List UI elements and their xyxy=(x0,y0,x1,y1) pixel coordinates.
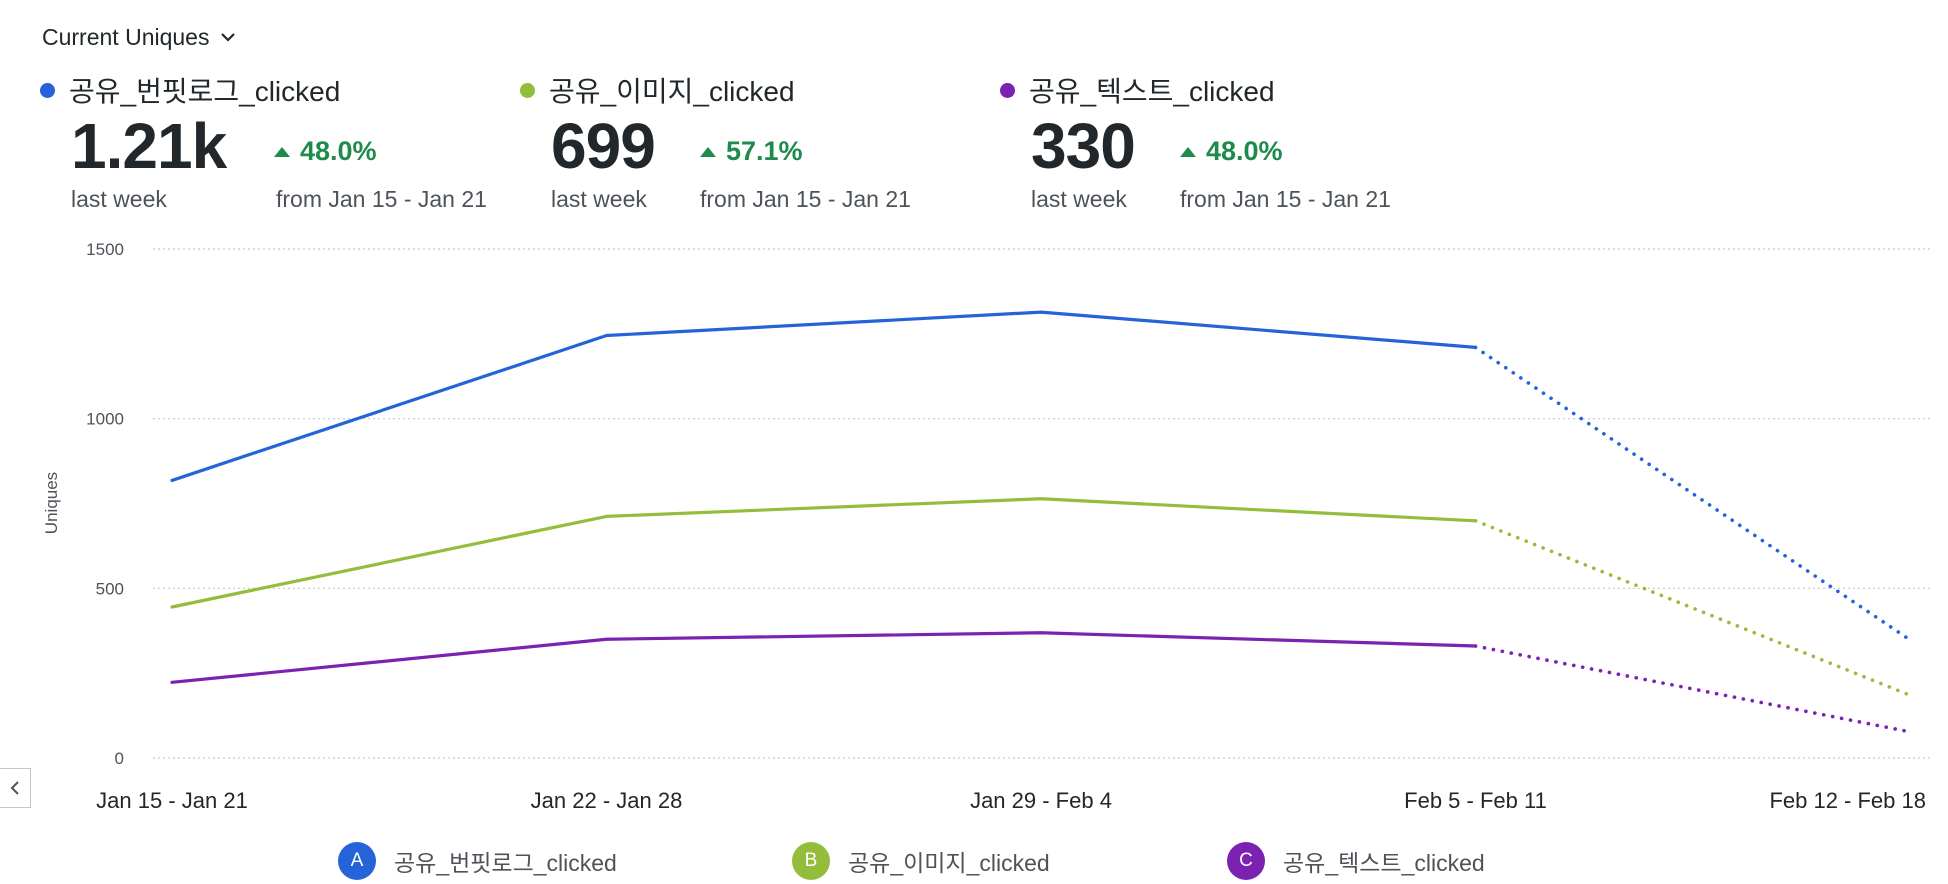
series-c-name: 공유_텍스트_clicked xyxy=(1029,76,1275,107)
data-point xyxy=(1474,346,1477,349)
series-b-from: from Jan 15 - Jan 21 xyxy=(700,186,911,212)
legend-badge: C xyxy=(1227,842,1265,880)
x-tick-label: Feb 12 - Feb 18 xyxy=(1769,788,1926,813)
series-a-name: 공유_번핏로그_clicked xyxy=(69,76,341,107)
series-a-delta-value: 48.0% xyxy=(300,136,377,166)
series-b-dot xyxy=(520,82,535,98)
series-b-period: last week xyxy=(551,186,647,212)
summary-series-a: 공유_번핏로그_clicked 1.21k last week 48.0% fr… xyxy=(40,68,500,218)
legend-label: 공유_텍스트_clicked xyxy=(1283,850,1485,876)
data-point xyxy=(1474,645,1477,648)
y-tick-label: 0 xyxy=(115,749,124,768)
chevron-left-icon xyxy=(10,781,19,795)
trend-up-icon xyxy=(274,146,290,157)
series-c-delta-value: 48.0% xyxy=(1206,136,1283,166)
data-point xyxy=(171,681,174,684)
x-tick-label: Feb 5 - Feb 11 xyxy=(1404,788,1547,813)
data-point xyxy=(1909,730,1912,733)
legend-label: 공유_번핏로그_clicked xyxy=(394,850,617,876)
legend-item-a[interactable]: A 공유_번핏로그_clicked xyxy=(338,842,617,880)
trend-up-icon xyxy=(700,146,716,157)
series-line-a xyxy=(170,310,1478,483)
data-point xyxy=(605,334,608,337)
series-c-dot xyxy=(1000,82,1015,98)
metric-dropdown-label: Current Uniques xyxy=(42,23,210,50)
metric-summary: 공유_번핏로그_clicked 1.21k last week 48.0% fr… xyxy=(0,68,1948,218)
series-c-delta: 48.0% xyxy=(1180,136,1283,167)
y-axis-label: Uniques xyxy=(42,472,61,534)
y-tick-label: 1000 xyxy=(86,410,124,429)
series-c-from: from Jan 15 - Jan 21 xyxy=(1180,186,1391,212)
series-a-delta: 48.0% xyxy=(274,136,377,167)
summary-series-c: 공유_텍스트_clicked 330 last week 48.0% from … xyxy=(1000,68,1460,218)
legend-label: 공유_이미지_clicked xyxy=(848,850,1050,876)
series-line-c xyxy=(170,631,1478,684)
series-line-b xyxy=(170,497,1478,609)
data-point xyxy=(1474,519,1477,522)
series-b-delta: 57.1% xyxy=(700,136,803,167)
chart-legend: A 공유_번핏로그_clicked B 공유_이미지_clicked C 공유_텍스트_c… xyxy=(0,842,1948,882)
series-a-dot xyxy=(40,82,55,98)
x-tick-label: Jan 22 - Jan 28 xyxy=(531,788,683,813)
x-tick-label: Jan 15 - Jan 21 xyxy=(96,788,248,813)
series-b-delta-value: 57.1% xyxy=(726,136,803,166)
data-point xyxy=(605,638,608,641)
line-chart: 0 500 1000 1500 Uniques Jan 15 - Jan 21 Jan 22… xyxy=(42,240,1930,813)
data-point xyxy=(605,515,608,518)
series-c-period: last week xyxy=(1031,186,1127,212)
trend-up-icon xyxy=(1180,146,1196,157)
data-point xyxy=(171,605,174,608)
series-a-value: 1.21k xyxy=(71,110,227,182)
series-b-value: 699 xyxy=(551,110,656,182)
series-line-incomplete-b xyxy=(1473,519,1912,698)
y-tick-label: 500 xyxy=(96,579,124,598)
legend-badge: B xyxy=(792,842,830,880)
summary-series-b: 공유_이미지_clicked 699 last week 57.1% from … xyxy=(520,68,980,218)
y-tick-label: 1500 xyxy=(86,240,124,259)
series-line-incomplete-a xyxy=(1473,345,1912,642)
series-line-incomplete-c xyxy=(1473,644,1912,734)
data-point xyxy=(1909,694,1912,697)
series-a-from: from Jan 15 - Jan 21 xyxy=(276,186,487,212)
data-point xyxy=(1040,311,1043,314)
legend-item-c[interactable]: C 공유_텍스트_clicked xyxy=(1227,842,1485,880)
series-c-value: 330 xyxy=(1031,110,1136,182)
legend-badge: A xyxy=(338,842,376,880)
data-point xyxy=(171,479,174,482)
metric-dropdown[interactable]: Current Uniques xyxy=(42,22,237,52)
data-point xyxy=(1040,631,1043,634)
legend-item-b[interactable]: B 공유_이미지_clicked xyxy=(792,842,1050,880)
chevron-down-icon xyxy=(221,33,236,42)
series-b-name: 공유_이미지_clicked xyxy=(549,76,795,107)
data-point xyxy=(1909,638,1912,641)
data-point xyxy=(1040,497,1043,500)
x-tick-label: Jan 29 - Feb 4 xyxy=(970,788,1112,813)
series-a-period: last week xyxy=(71,186,167,212)
scroll-left-button[interactable] xyxy=(0,768,31,808)
